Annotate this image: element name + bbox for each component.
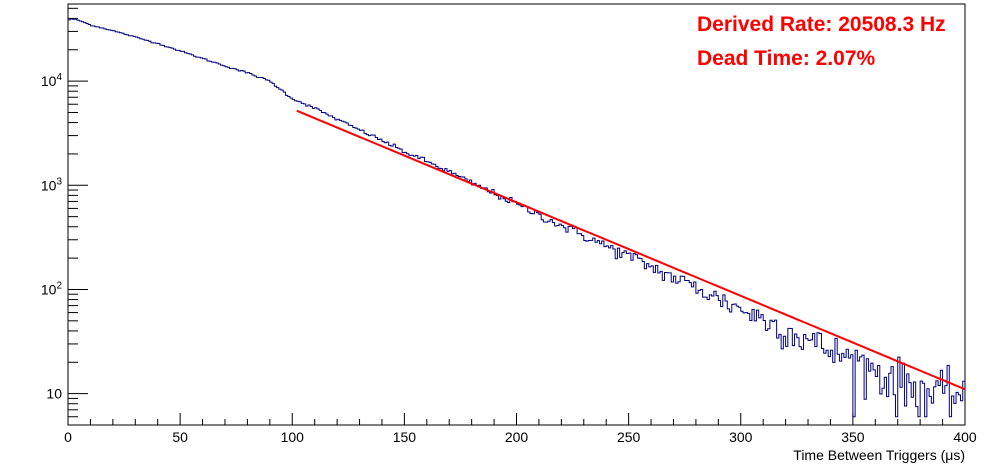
- x-axis: 0 50 100 150 200 250 300 350 400: [64, 413, 977, 445]
- x-tick-label: 350: [841, 429, 865, 445]
- x-tick-label: 150: [393, 429, 417, 445]
- x-tick-label: 50: [172, 429, 188, 445]
- x-tick-label: 200: [505, 429, 529, 445]
- histogram-series: [68, 18, 965, 418]
- x-tick-label: 100: [281, 429, 305, 445]
- x-tick-label: 300: [729, 429, 753, 445]
- y-tick-label: 10: [46, 386, 62, 402]
- y-tick-label: 102: [41, 280, 63, 297]
- exponential-fit-line: [296, 109, 966, 391]
- y-tick-label: 104: [41, 72, 63, 89]
- x-tick-label: 400: [953, 429, 977, 445]
- x-axis-title: Time Between Triggers (μs): [793, 447, 965, 463]
- y-axis: 10 102 103 104: [41, 7, 88, 426]
- dead-time-annotation: Dead Time: 2.07%: [697, 47, 876, 70]
- x-tick-label: 250: [617, 429, 641, 445]
- x-tick-label: 0: [64, 429, 72, 445]
- y-tick-label: 103: [41, 176, 63, 193]
- derived-rate-annotation: Derived Rate: 20508.3 Hz: [697, 13, 946, 36]
